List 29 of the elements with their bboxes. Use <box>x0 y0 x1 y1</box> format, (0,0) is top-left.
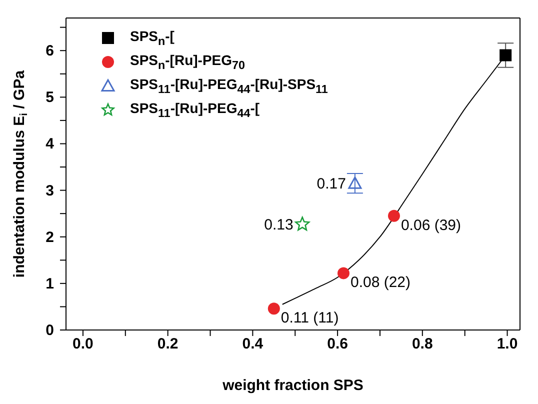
x-tick-label: 0.6 <box>327 336 348 353</box>
x-tick-label: 0.2 <box>157 336 178 353</box>
point <box>500 49 512 62</box>
legend-label: SPS$_{11}$-[Ru]-PEG$_{44}$-[Ru]-SPS$_{11}$ <box>130 76 328 96</box>
x-tick-label: 0.4 <box>242 336 264 353</box>
y-tick-label: 1 <box>46 275 54 292</box>
x-axis-title: weight fraction SPS <box>222 377 364 394</box>
point <box>337 267 350 280</box>
annotation: 0.11 (11) <box>280 310 339 327</box>
point <box>348 176 362 189</box>
y-tick-label: 4 <box>46 136 55 153</box>
point <box>388 210 400 222</box>
point <box>268 302 280 315</box>
y-tick-label: 2 <box>46 228 54 246</box>
y-tick-label: 3 <box>46 182 54 200</box>
point <box>295 216 310 231</box>
annotation: 0.17 <box>316 175 346 192</box>
annotation: 0.08 (22) <box>350 274 411 292</box>
legend-label: SPS$_{11}$-[Ru]-PEG$_{44}$-[ <box>130 100 260 120</box>
annotation: 0.13 <box>264 216 294 234</box>
y-tick-label: 5 <box>46 89 54 106</box>
y-tick-label: 6 <box>46 42 54 60</box>
legend-label: SPS$_{n}$-[Ru]-PEG$_{70}$ <box>130 52 245 72</box>
x-tick-label: 0.8 <box>412 336 433 353</box>
y-tick-label: 0 <box>46 322 54 339</box>
x-tick-label: 0.0 <box>72 336 94 353</box>
annotation: 0.06 (39) <box>400 216 462 234</box>
legend-label: SPS$_{n}$-[ <box>130 28 174 48</box>
x-tick-label: 1.0 <box>496 336 518 353</box>
